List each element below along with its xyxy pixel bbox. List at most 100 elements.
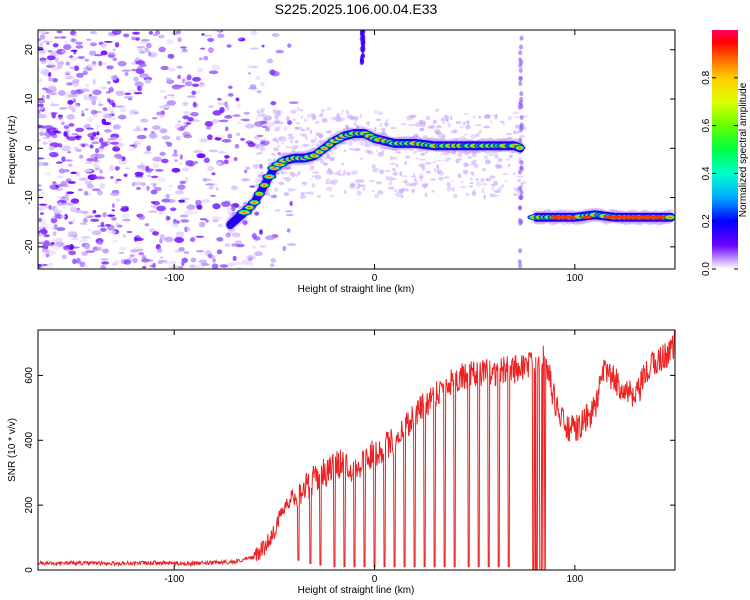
noise-blob — [300, 115, 304, 119]
noise-blob — [470, 171, 474, 175]
noise-blob — [371, 190, 375, 193]
noise-blob — [51, 244, 60, 247]
noise-blob — [39, 106, 45, 111]
noise-blob — [212, 203, 221, 210]
noise-blob — [388, 181, 393, 186]
colorbar-tick-label: 0.0 — [701, 262, 712, 276]
noise-blob — [412, 173, 416, 178]
noise-blob — [294, 139, 299, 144]
noise-blob — [341, 162, 345, 166]
noise-blob — [274, 119, 281, 124]
noise-blob — [65, 61, 70, 66]
noise-blob — [100, 264, 106, 269]
noise-blob — [191, 119, 201, 123]
noise-blob — [40, 212, 44, 215]
noise-blob — [158, 211, 164, 215]
noise-blob — [259, 147, 266, 152]
noise-blob — [204, 121, 214, 127]
noise-blob — [219, 264, 229, 268]
noise-blob — [56, 30, 63, 34]
x-tick-label: -100 — [164, 273, 184, 284]
noise-blob — [355, 147, 361, 151]
noise-blob — [497, 187, 503, 190]
noise-blob — [465, 124, 471, 130]
noise-blob — [500, 184, 505, 188]
spectrogram-frame — [37, 29, 676, 270]
noise-blob — [299, 195, 307, 199]
noise-blob — [194, 264, 204, 269]
colorbar: 0.0 0.2 0.4 0.6 0.8 Normalized spectral ampl… — [701, 30, 749, 276]
noise-blob — [99, 183, 106, 189]
noise-blob — [152, 125, 161, 130]
noise-blob — [38, 161, 45, 167]
noise-blob — [385, 169, 390, 172]
noise-blob — [452, 151, 455, 154]
noise-blob — [47, 77, 53, 82]
noise-blob — [196, 204, 203, 210]
noise-blob — [413, 151, 417, 155]
noise-blob — [177, 119, 182, 124]
noise-blob — [234, 262, 243, 266]
noise-blob — [158, 176, 166, 183]
noise-blob — [348, 147, 355, 151]
noise-blob — [399, 189, 405, 194]
noise-blob — [93, 174, 97, 180]
noise-blob — [243, 217, 250, 221]
noise-blob — [132, 257, 138, 264]
noise-blob — [380, 127, 386, 133]
noise-blob — [230, 185, 239, 191]
noise-blob — [389, 162, 397, 165]
noise-blob — [124, 71, 129, 77]
noise-blob — [405, 155, 411, 159]
noise-blob — [235, 243, 245, 248]
noise-blob — [401, 175, 408, 178]
noise-blob — [104, 223, 111, 227]
noise-blob — [446, 186, 452, 192]
noise-blob — [424, 161, 432, 165]
noise-blob — [38, 194, 45, 200]
noise-blob — [100, 142, 108, 147]
noise-blob — [111, 136, 118, 141]
noise-blob — [287, 243, 297, 247]
noise-blob — [97, 240, 104, 246]
colorbar-ticks: 0.0 0.2 0.4 0.6 0.8 — [701, 70, 738, 276]
noise-blob — [464, 151, 468, 155]
noise-blob — [274, 208, 281, 212]
noise-blob — [158, 34, 165, 39]
noise-blob — [176, 65, 183, 69]
noise-blob — [421, 183, 429, 188]
noise-blob — [284, 193, 290, 196]
noise-blob — [120, 107, 127, 113]
noise-blob — [124, 92, 132, 96]
noise-blob — [256, 109, 260, 114]
noise-blob — [161, 135, 171, 140]
noise-blob — [59, 107, 68, 110]
noise-blob — [82, 217, 88, 224]
noise-blob — [474, 124, 482, 127]
noise-blob — [248, 261, 254, 266]
noise-blob — [237, 37, 242, 41]
noise-blob — [97, 189, 104, 196]
noise-blob — [360, 58, 365, 64]
noise-blob — [470, 160, 475, 166]
noise-blob — [152, 201, 161, 206]
noise-blob — [290, 139, 293, 144]
noise-blob — [75, 41, 83, 45]
noise-blob — [178, 161, 184, 166]
noise-blob — [260, 171, 264, 175]
noise-blob — [117, 60, 127, 67]
noise-blob — [279, 136, 283, 140]
ridge-hotspot — [550, 215, 575, 219]
noise-blob — [111, 203, 115, 208]
noise-blob — [164, 236, 174, 243]
noise-blob — [436, 165, 440, 170]
noise-blob — [251, 233, 257, 239]
noise-blob — [65, 245, 71, 249]
noise-blob — [216, 161, 222, 166]
noise-blob — [73, 146, 79, 150]
noise-blob — [299, 108, 303, 112]
noise-blob — [165, 193, 170, 200]
noise-blob — [90, 136, 95, 141]
noise-blob — [518, 44, 523, 50]
